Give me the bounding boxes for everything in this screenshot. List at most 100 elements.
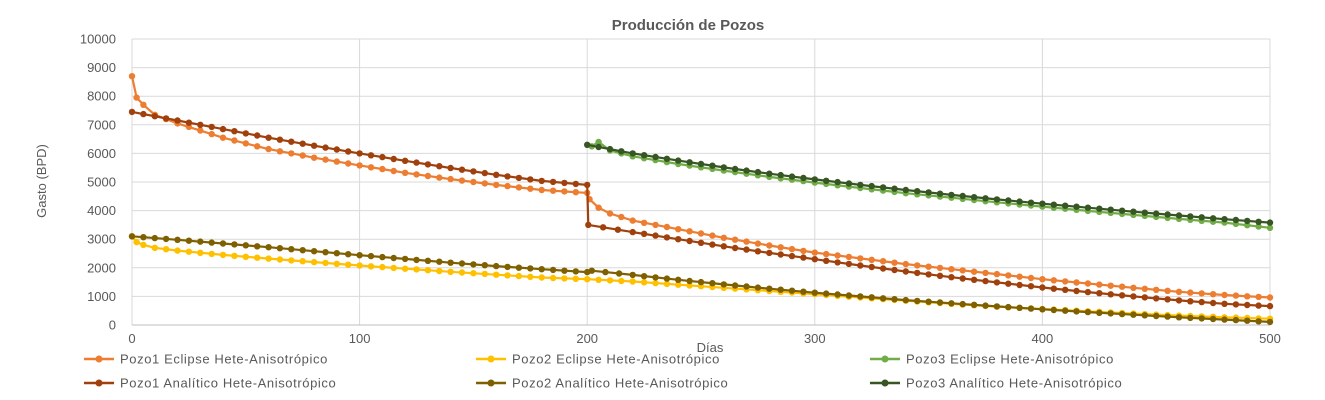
- data-point: [879, 258, 887, 265]
- data-point: [879, 184, 887, 191]
- data-point: [629, 228, 636, 236]
- data-point: [982, 269, 989, 277]
- data-point: [197, 249, 204, 256]
- data-point: [572, 180, 579, 188]
- data-point: [128, 73, 136, 80]
- data-point: [1027, 305, 1035, 312]
- data-point: [390, 155, 397, 163]
- data-point: [845, 180, 853, 187]
- data-point: [185, 119, 193, 126]
- data-point: [447, 259, 454, 266]
- data-point: [231, 252, 238, 260]
- data-point: [1084, 204, 1092, 211]
- series-4: [128, 233, 1274, 326]
- data-point: [982, 277, 989, 285]
- data-point: [1266, 219, 1274, 226]
- data-point: [538, 266, 545, 273]
- data-point: [561, 267, 568, 274]
- data-point: [367, 263, 375, 270]
- legend-item: Pozo1 Analítico Hete-Anisotrópico: [84, 376, 336, 391]
- data-point: [595, 276, 602, 283]
- data-point: [618, 213, 625, 221]
- data-point: [345, 251, 352, 258]
- data-point: [1062, 286, 1069, 293]
- data-point: [197, 238, 204, 245]
- data-point: [629, 271, 636, 279]
- data-point: [219, 125, 227, 133]
- data-point: [1039, 200, 1046, 207]
- data-point: [1039, 284, 1046, 291]
- data-point: [345, 148, 352, 155]
- data-point: [379, 253, 386, 261]
- data-point: [766, 285, 773, 292]
- data-point: [140, 241, 147, 249]
- data-point: [1175, 297, 1183, 304]
- data-point: [1244, 301, 1251, 309]
- data-point: [379, 263, 386, 271]
- data-point: [1107, 282, 1114, 289]
- data-point: [1073, 287, 1080, 295]
- data-point: [948, 274, 955, 281]
- data-point: [458, 260, 466, 267]
- data-point: [970, 268, 978, 275]
- data-point: [254, 143, 261, 150]
- data-point: [720, 164, 727, 171]
- data-point: [959, 300, 966, 308]
- data-point: [493, 171, 500, 178]
- data-point: [811, 256, 818, 263]
- data-point: [458, 166, 466, 173]
- data-point: [424, 161, 432, 168]
- data-point: [1096, 309, 1103, 316]
- data-point: [447, 268, 454, 275]
- data-point: [1096, 281, 1103, 288]
- data-point: [902, 186, 909, 194]
- data-point: [424, 257, 432, 264]
- data-point: [1005, 303, 1012, 311]
- data-point: [515, 174, 523, 182]
- data-point: [322, 249, 329, 256]
- series-line: [130, 75, 1271, 299]
- data-point: [1153, 210, 1160, 217]
- data-point: [162, 235, 170, 243]
- data-point: [800, 247, 807, 255]
- data-point: [914, 269, 921, 277]
- data-point: [754, 168, 762, 176]
- data-point: [1141, 312, 1149, 319]
- data-point: [606, 210, 614, 217]
- data-point: [743, 238, 750, 245]
- data-point: [936, 264, 944, 272]
- data-point: [561, 179, 568, 187]
- data-point: [322, 156, 329, 163]
- data-point: [720, 243, 727, 250]
- data-point: [549, 266, 557, 274]
- data-point: [527, 273, 534, 280]
- data-point: [993, 270, 1001, 278]
- data-point: [470, 270, 477, 277]
- data-point: [1266, 302, 1274, 310]
- data-point: [743, 283, 750, 290]
- data-point: [1062, 278, 1069, 285]
- data-point: [379, 165, 386, 173]
- data-point: [640, 152, 648, 159]
- data-point: [151, 113, 158, 120]
- data-point: [1141, 209, 1149, 216]
- data-point: [1232, 316, 1240, 324]
- data-point: [777, 244, 784, 251]
- data-point: [868, 182, 875, 190]
- legend-swatch-marker: [95, 379, 103, 387]
- data-point: [663, 275, 671, 282]
- data-point: [333, 250, 340, 257]
- data-point: [731, 165, 739, 173]
- data-point: [390, 167, 397, 175]
- data-point: [902, 260, 909, 268]
- data-point: [322, 259, 329, 267]
- data-point: [133, 94, 140, 101]
- data-point: [299, 247, 306, 254]
- data-point: [174, 236, 181, 243]
- data-point: [413, 171, 420, 178]
- data-point: [675, 281, 682, 288]
- data-point: [561, 275, 568, 282]
- data-point: [675, 226, 682, 233]
- data-point: [1255, 293, 1262, 301]
